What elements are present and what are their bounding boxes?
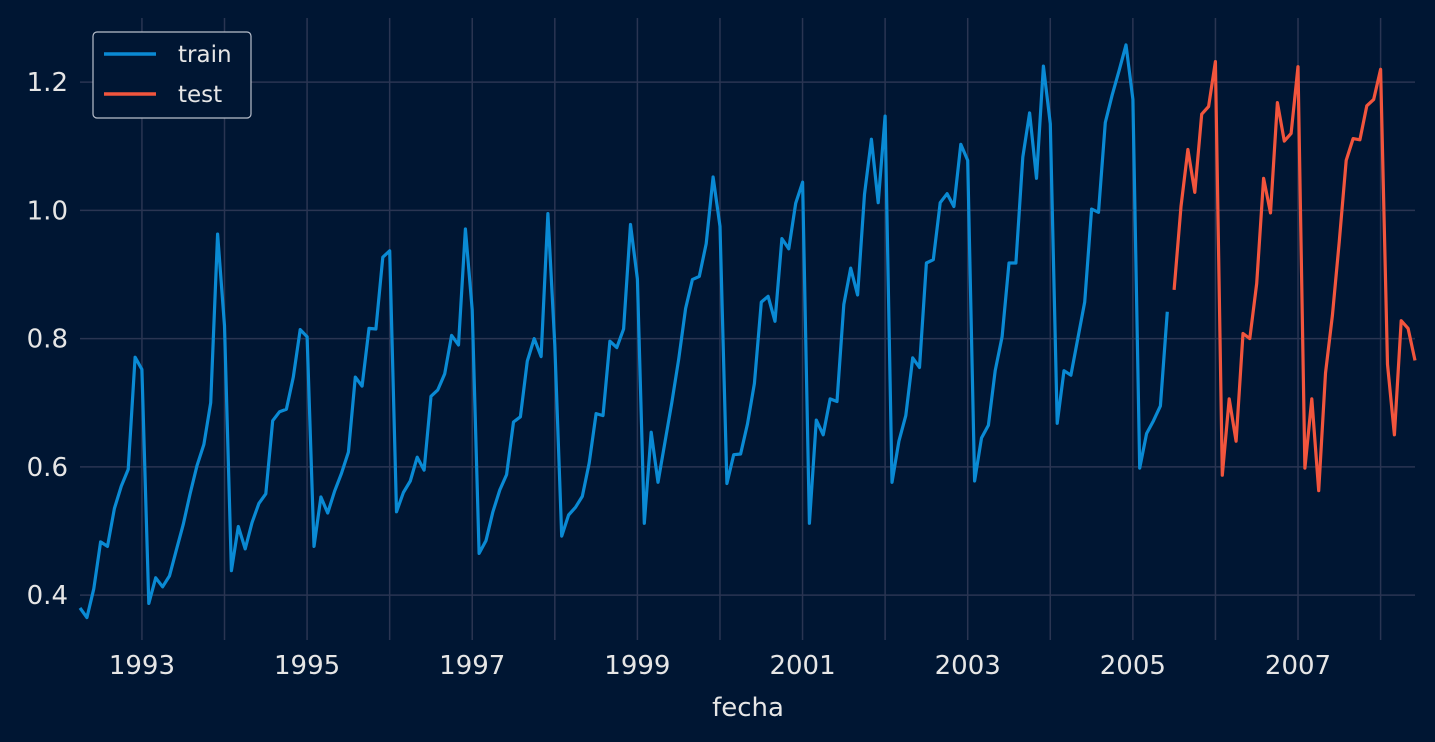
series-line-train xyxy=(78,43,1169,620)
legend: train test xyxy=(92,31,252,119)
x-tick-label: 2001 xyxy=(769,651,835,681)
x-axis-label: fecha xyxy=(712,693,784,723)
x-tick-label: 1999 xyxy=(604,651,670,681)
grid xyxy=(80,18,1415,640)
x-tick-label: 1995 xyxy=(274,651,340,681)
y-tick-label: 1.0 xyxy=(27,196,68,226)
x-tick-label: 2007 xyxy=(1265,651,1331,681)
y-tick-label: 0.6 xyxy=(27,453,68,483)
legend-label-test: test xyxy=(178,82,222,108)
series-line-test xyxy=(1172,59,1417,493)
x-tick-label: 1997 xyxy=(439,651,505,681)
x-tick-label: 1993 xyxy=(109,651,175,681)
legend-label-train: train xyxy=(178,42,232,68)
series-group xyxy=(78,43,1417,620)
x-tick-labels: 1993 1995 1997 1999 2001 2003 2005 2007 xyxy=(109,651,1331,681)
y-tick-label: 0.4 xyxy=(27,581,68,611)
y-tick-label: 1.2 xyxy=(27,68,68,98)
y-tick-label: 0.8 xyxy=(27,325,68,355)
y-tick-labels: 0.4 0.6 0.8 1.0 1.2 xyxy=(27,68,68,611)
x-tick-label: 2003 xyxy=(935,651,1001,681)
x-tick-label: 2005 xyxy=(1100,651,1166,681)
